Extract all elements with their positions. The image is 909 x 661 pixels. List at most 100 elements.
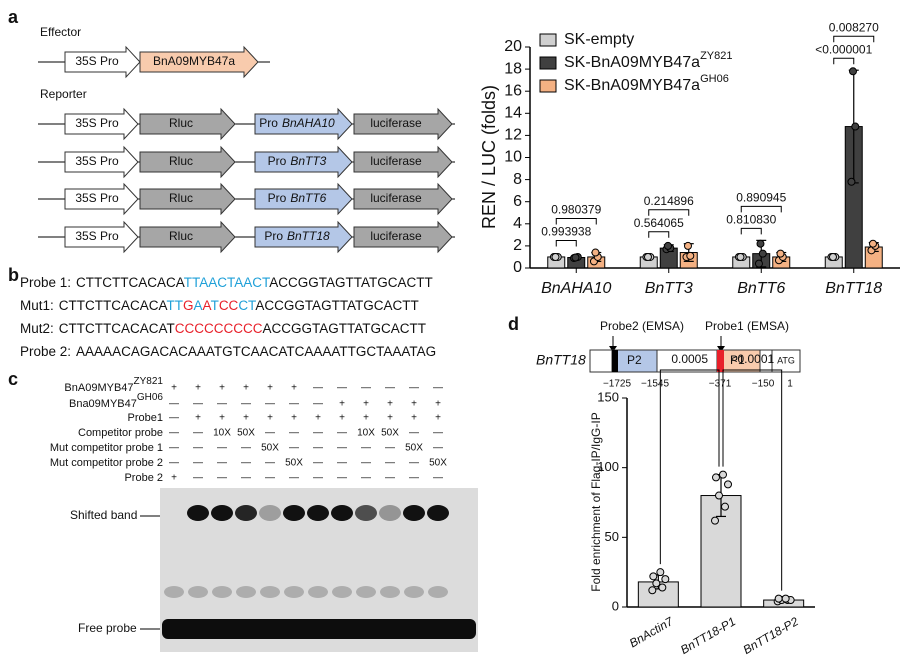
x-tick-label: BnTT6 [737,280,785,297]
comparison-bracket [648,209,690,216]
band-label: Free probe [78,621,137,635]
lane-symbol: + [219,413,225,424]
arrow-head [717,346,725,352]
target-promoter-label-part: BnTT18 [287,229,330,243]
region-label: P2 [627,353,642,367]
data-point [754,259,763,268]
lane-symbol: — [313,399,323,410]
lane-symbol: — [313,458,323,469]
lane-symbol: 50X [429,458,447,469]
target-promoter-label-part: BnTT3 [290,154,326,168]
arrow-head [609,346,617,352]
y-tick-label: 2 [513,237,522,254]
target-promoter-label: Pro BnTT3 [268,154,327,168]
y-tick-label: 50 [605,529,619,544]
panel-label: b [8,265,19,285]
lane-symbol: — [289,399,299,410]
probe-label: Probe1 (EMSA) [705,319,789,333]
comparison-bracket [555,218,597,225]
target-promoter-label-part: Pro [259,116,278,130]
lane-symbol: — [433,428,443,439]
smear [284,586,304,598]
data-point [719,470,727,479]
lane-symbol: + [315,413,321,424]
lane-row-label: Mut competitor probe 2 [50,457,163,469]
comparison-bracket [833,57,855,65]
luciferase-arrow [353,220,453,254]
lane-symbol: + [291,383,297,394]
rluc-label: Rluc [169,191,193,205]
atg-box [771,349,801,373]
lane-row-label-part: BnA09MYB47 [64,382,133,394]
panel-label: a [8,7,19,27]
rluc-label: Rluc [169,229,193,243]
promoter-arrow [64,220,139,254]
atg-label: ATG [777,355,795,365]
lane-symbol: + [195,383,201,394]
x-tick-label: BnTT3 [645,280,693,297]
sequence-part: ACCGGTAGTTATGCACTT [255,298,419,313]
lane-symbol: + [243,413,249,424]
promoter-label: 35S Pro [75,191,119,205]
luciferase-label: luciferase [370,191,422,205]
lane-symbol: + [411,399,417,410]
lane-symbol: + [243,383,249,394]
lane-symbol: — [313,473,323,484]
lane-symbol: — [193,473,203,484]
legend-label: SK-empty [564,31,634,48]
comparison-bracket [833,35,875,43]
lane-symbol: — [433,473,443,484]
luciferase-label: luciferase [370,116,422,130]
p-value: 0.008270 [829,20,879,34]
lane-symbol: — [217,473,227,484]
legend-label-part: ZY821 [700,50,732,62]
lane-symbol: 50X [237,428,255,439]
lane-symbol: — [265,458,275,469]
lane-row-label-part: Bna09MYB47 [69,398,137,410]
sequence-part: Mut2: [20,321,54,336]
target-promoter-arrow [254,182,353,216]
promoter-arrow [64,107,139,141]
lane-symbol: + [291,413,297,424]
shifted-band [211,505,233,521]
promoter-arrow [64,145,139,179]
smear [212,586,232,598]
lane-symbol: + [219,383,225,394]
lane-symbol: — [385,458,395,469]
lane-symbol: + [267,413,273,424]
y-tick-label: 18 [504,60,522,77]
y-tick-label: 150 [597,389,619,404]
smear [404,586,424,598]
y-axis-label: Fold enrichment of Flag-IP/IgG-IP [589,412,603,591]
x-tick-label: BnTT18-P1 [678,614,738,657]
promoter-label: 35S Pro [75,116,119,130]
lane-row-label: Mut competitor probe 1 [50,442,163,454]
x-tick-label: BnTT18 [825,280,882,297]
sequence-part: G [183,298,194,313]
lane-row-label: Competitor probe [78,427,163,439]
lane-symbol: — [313,383,323,394]
target-promoter-arrow [254,107,353,141]
gene-label: BnA09MYB47a [153,54,235,68]
sequence-part: Probe 2: [20,344,71,359]
data-point [656,568,665,577]
lane-symbol: — [361,383,371,394]
legend-label-part: SK-BnA09MYB47a [564,77,700,94]
shifted-band [355,505,377,521]
comparison-bracket [555,240,577,247]
comparison-bracket [740,227,762,235]
lane-symbol: 50X [405,443,423,454]
lane-row-label-part: Mut competitor probe 2 [50,457,163,469]
y-tick-label: 0 [513,259,522,276]
y-tick-label: 14 [504,105,522,122]
lane-symbol: — [409,383,419,394]
smear [332,586,352,598]
legend-label-part: SK-empty [564,31,634,48]
shifted-band [283,505,305,521]
x-tick-label: BnActin7 [627,614,677,651]
lane-row-label: Probe1 [128,412,163,424]
p-value: 0.564065 [634,216,684,230]
lane-symbol: — [385,383,395,394]
lane-symbol: 10X [213,428,231,439]
p1-site [717,350,724,372]
